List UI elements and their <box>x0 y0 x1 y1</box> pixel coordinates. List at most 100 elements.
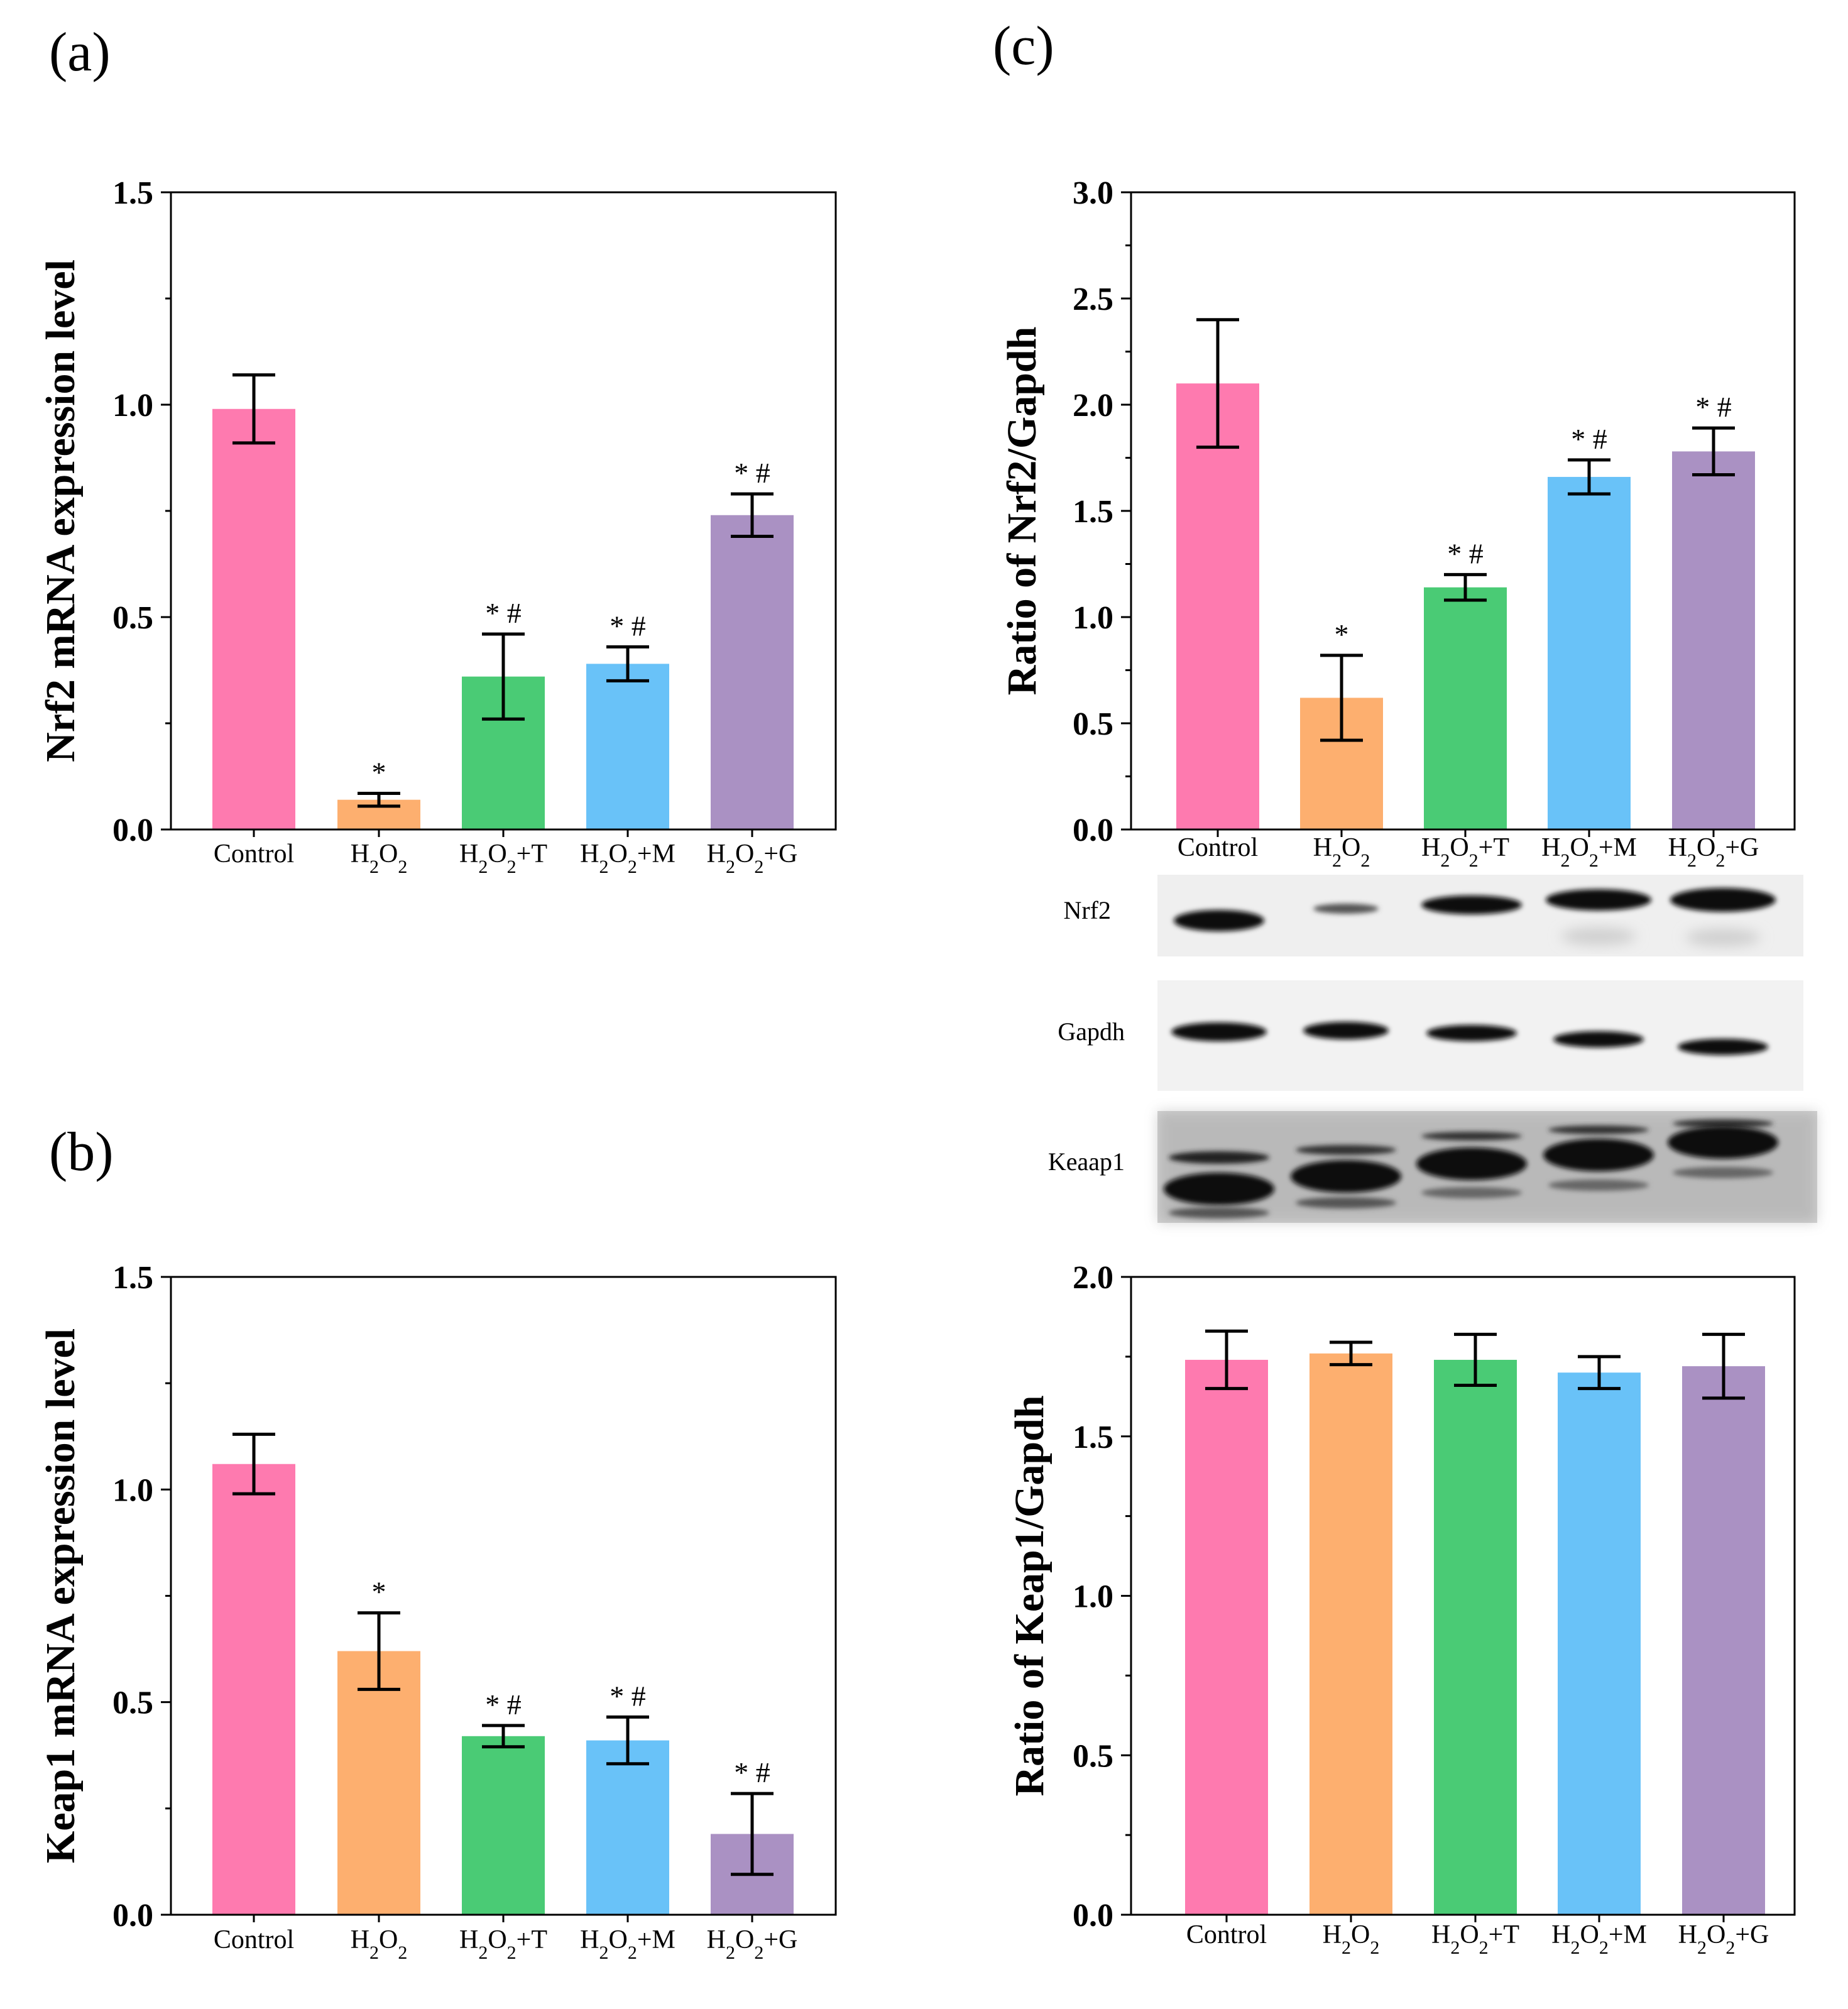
chart-keap1-gapdh-ratio: 0.0 0.5 1.0 1.5 2.0 Ratio of Keap1/Gapdh Contr… <box>1007 1260 1796 1958</box>
x-tick-label: H2O2+T <box>1421 833 1509 871</box>
x-tick-label: H2O2 <box>351 1925 408 1963</box>
panel-label-c: (c) <box>993 16 1054 77</box>
y-tick-label: 2.5 <box>1073 282 1113 317</box>
error-bar <box>358 792 400 808</box>
error-bar <box>232 1432 275 1496</box>
significance-mark: * <box>372 1576 386 1608</box>
y-tick-label: 1.5 <box>1073 1420 1113 1455</box>
bar-h2o2-m <box>586 1740 669 1915</box>
significance-mark: * # <box>610 610 646 642</box>
significance-mark: * # <box>734 1756 770 1788</box>
error-bar <box>606 1715 649 1766</box>
blot-label-nrf2: Nrf2 <box>1063 896 1111 924</box>
x-tick-label: H2O2+G <box>1668 833 1759 871</box>
blot-band <box>1553 1031 1644 1048</box>
x-tick-label: H2O2+G <box>1678 1920 1769 1958</box>
error-bar <box>1702 1332 1745 1400</box>
y-tick-label: 1.0 <box>1073 600 1113 636</box>
x-tick-label: H2O2+G <box>707 1925 798 1963</box>
bar-h2o2-m <box>1558 1372 1641 1915</box>
y-tick-label: 1.5 <box>112 1260 153 1296</box>
significance-mark: * # <box>485 597 522 629</box>
y-axis-label: Ratio of Keap1/Gapdh <box>1007 1395 1052 1796</box>
blot-band <box>1416 1147 1527 1180</box>
y-tick-label: 1.5 <box>112 175 153 211</box>
y-tick-label: 0.0 <box>112 813 153 848</box>
error-bar <box>358 1611 400 1691</box>
bar-control <box>212 408 295 829</box>
x-tick-label: Control <box>214 840 294 868</box>
x-tick-label: H2O2 <box>1313 833 1370 871</box>
error-bar <box>232 373 275 445</box>
blot-band <box>1543 1139 1654 1171</box>
bar-h2o2 <box>1309 1353 1392 1915</box>
significance-mark: * <box>1335 618 1349 650</box>
y-tick-label: 1.0 <box>1073 1579 1113 1615</box>
panel-label-b: (b) <box>49 1122 114 1183</box>
error-bar <box>1578 1355 1621 1391</box>
y-axis-label: Ratio of Nrf2/Gapdh <box>999 327 1045 696</box>
significance-mark: * # <box>1695 391 1732 423</box>
bar-h2o2-g <box>1672 451 1755 829</box>
bar-h2o2-g <box>711 515 794 829</box>
bar-h2o2-m <box>586 664 669 829</box>
chart-nrf2-gapdh-ratio: * * # * # * # 0.0 0.5 1.0 1.5 2.0 2.5 3.0 Ratio of … <box>999 175 1796 871</box>
y-tick-label: 2.0 <box>1073 1260 1113 1296</box>
significance-mark: * # <box>485 1689 522 1721</box>
x-tick-label: H2O2+M <box>580 1925 675 1963</box>
bar-h2o2-t <box>1424 587 1507 829</box>
significance-mark: * # <box>734 457 770 489</box>
y-tick-label: 0.0 <box>1073 813 1113 848</box>
blot-band <box>1678 1039 1768 1055</box>
x-tick-label: H2O2+M <box>1551 1920 1647 1958</box>
error-bar <box>1692 426 1735 477</box>
chart-keap1-mrna: * * # * # * # 0.0 0.5 1.0 1.5 Keap1 mRNA express… <box>38 1260 837 1963</box>
error-bar <box>606 645 649 682</box>
error-bar <box>1196 318 1239 449</box>
error-bar <box>1320 654 1363 742</box>
y-tick-label: 0.0 <box>1073 1898 1113 1934</box>
x-tick-label: Control <box>1178 833 1258 862</box>
blot-band <box>1303 1022 1389 1039</box>
blot-strip-keaap1 <box>1157 1111 1817 1223</box>
x-tick-label: H2O2+G <box>707 840 798 877</box>
x-tick-label: H2O2+T <box>459 1925 547 1963</box>
y-tick-label: 1.0 <box>112 1472 153 1508</box>
bar-h2o2-g <box>1682 1366 1765 1915</box>
blot-band <box>1670 888 1776 912</box>
x-tick-label: H2O2+T <box>459 840 547 877</box>
y-tick-label: 0.5 <box>112 1685 153 1721</box>
error-bar <box>731 492 774 539</box>
y-tick-label: 0.0 <box>112 1898 153 1934</box>
blot-band <box>1668 1126 1778 1159</box>
error-bar <box>482 632 525 721</box>
y-tick-label: 0.5 <box>1073 1738 1113 1774</box>
error-bar <box>1454 1332 1497 1388</box>
error-bar <box>1330 1340 1372 1367</box>
chart-nrf2-mrna: * * # * # * # 0.0 0.5 1.0 1.5 Nrf2 mRNA expressi… <box>38 175 837 877</box>
significance-mark: * # <box>610 1680 646 1712</box>
blot-strip-gapdh <box>1157 980 1803 1091</box>
bar-h2o2-t <box>462 1736 545 1915</box>
y-tick-label: 0.5 <box>1073 706 1113 742</box>
significance-mark: * # <box>1571 423 1607 455</box>
blot-band <box>1174 910 1264 931</box>
error-bar <box>731 1792 774 1876</box>
blot-strip-nrf2 <box>1157 875 1803 956</box>
blot-band <box>1426 1025 1517 1041</box>
bar-control <box>1185 1359 1268 1915</box>
y-tick-label: 0.5 <box>112 600 153 636</box>
bar-h2o2-m <box>1548 476 1631 829</box>
y-tick-label: 1.0 <box>112 388 153 424</box>
bar-control <box>212 1464 295 1915</box>
error-bar <box>1444 572 1487 602</box>
x-tick-label: H2O2+M <box>580 840 675 877</box>
error-bar <box>482 1724 525 1749</box>
blot-band <box>1546 889 1651 911</box>
blot-band <box>1313 904 1379 914</box>
blot-label-gapdh: Gapdh <box>1058 1017 1125 1046</box>
y-tick-label: 3.0 <box>1073 175 1113 211</box>
significance-mark: * # <box>1447 537 1484 569</box>
x-tick-label: Control <box>1186 1920 1267 1949</box>
